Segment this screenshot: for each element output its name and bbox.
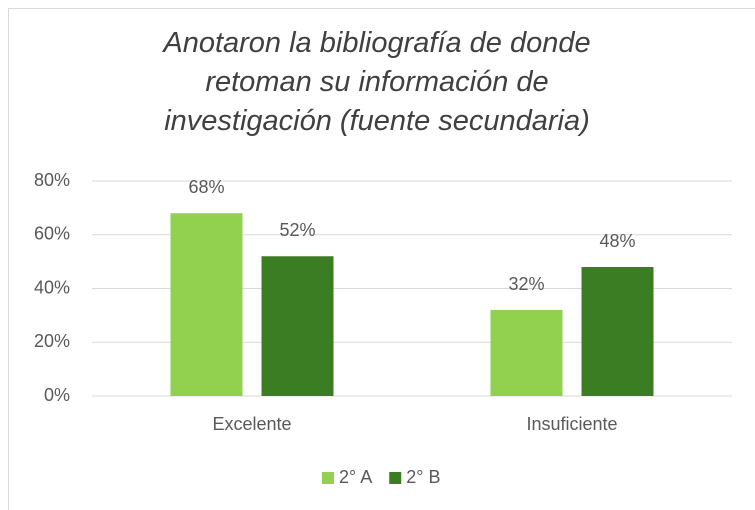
legend-label: 2° A <box>339 467 372 487</box>
bar <box>261 256 334 396</box>
y-tick-label: 20% <box>34 331 70 351</box>
bar <box>490 310 563 396</box>
legend-label: 2° B <box>406 467 440 487</box>
legend-swatch <box>322 472 334 484</box>
value-label: 52% <box>279 220 315 240</box>
y-tick-label: 40% <box>34 277 70 297</box>
y-tick-label: 80% <box>34 170 70 190</box>
x-tick-label: Excelente <box>212 414 291 434</box>
bar <box>170 213 243 396</box>
y-tick-label: 0% <box>44 385 70 405</box>
legend-swatch <box>389 472 402 484</box>
value-label: 68% <box>188 177 224 197</box>
chart-border <box>8 8 755 510</box>
y-tick-label: 60% <box>34 224 70 244</box>
x-tick-label: Insuficiente <box>526 414 617 434</box>
value-label: 48% <box>599 231 635 251</box>
chart-title: Anotaron la bibliografía de donde retoma… <box>163 27 591 137</box>
value-label: 32% <box>508 274 544 294</box>
bar <box>581 267 654 396</box>
